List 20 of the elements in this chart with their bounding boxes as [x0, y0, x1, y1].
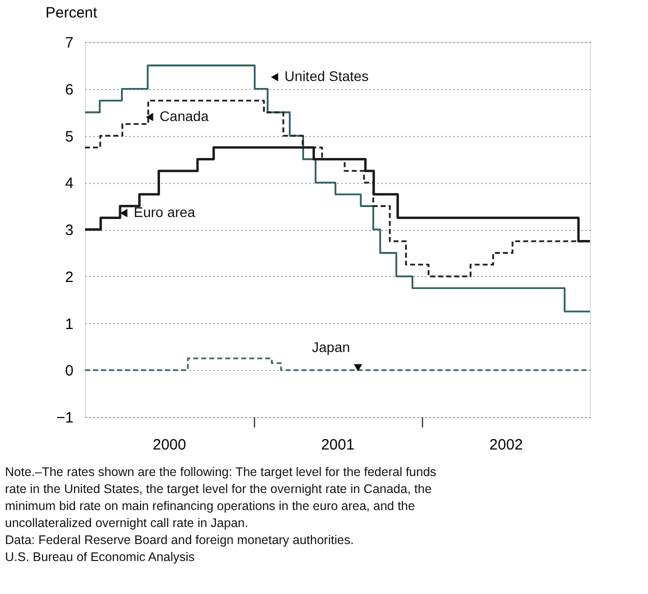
text: U.S. Bureau of Economic Analysis	[5, 550, 195, 564]
y-tick-label: 7	[65, 34, 74, 52]
y-tick-label: 5	[65, 128, 74, 146]
annotation: Canada	[160, 108, 209, 124]
annotation: United States	[284, 68, 369, 84]
y-tick-label: −1	[56, 410, 74, 426]
y-tick-label: 6	[65, 81, 74, 98]
text: Note.–The rates shown are the following: The target level for the federal funds rate in the United States, the target level for the overnight rate in Canada, the minimum bid rate on main refinancing operations in the euro area, and the uncollateralized overnight call rate in Japan.	[5, 465, 436, 530]
x-tick-label: 2000	[152, 436, 186, 454]
y-tick-label: 0	[65, 362, 74, 380]
y-tick-label: 3	[65, 222, 74, 239]
x-tick-label: 2002	[489, 436, 523, 454]
x-tick-label: 2001	[321, 436, 354, 454]
annotation: Japan	[312, 338, 350, 355]
y-tick-label: 4	[65, 175, 74, 192]
y-tick-label: 1	[65, 316, 74, 333]
text: Data: Federal Reserve Board and foreign monetary authorities.	[5, 533, 354, 547]
annotation: Euro area	[134, 204, 196, 220]
y-tick-label: 2	[65, 268, 74, 286]
y-axis-title: Percent	[46, 4, 98, 22]
